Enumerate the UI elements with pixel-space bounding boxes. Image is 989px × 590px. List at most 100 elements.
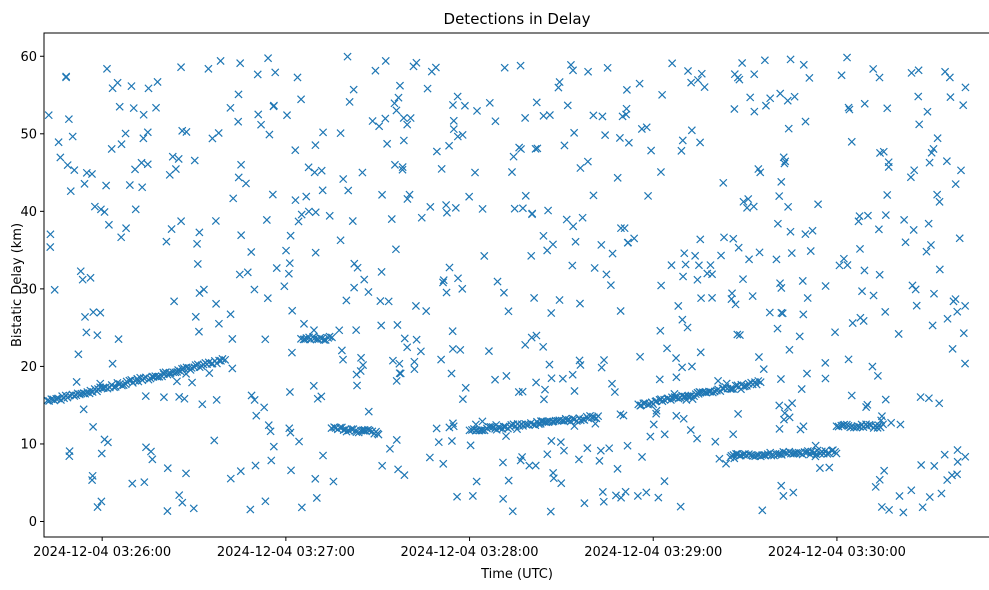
data-point bbox=[163, 464, 172, 473]
data-point bbox=[439, 276, 448, 285]
y-tick-label: 0 bbox=[29, 515, 37, 530]
data-point bbox=[795, 332, 804, 341]
data-point bbox=[925, 158, 934, 167]
data-point bbox=[72, 377, 81, 386]
data-point bbox=[422, 307, 431, 316]
data-point bbox=[802, 369, 812, 378]
data-point bbox=[131, 205, 140, 214]
data-point bbox=[282, 111, 292, 120]
data-point bbox=[468, 491, 477, 500]
data-point bbox=[536, 419, 545, 428]
data-point bbox=[847, 137, 856, 146]
data-point bbox=[693, 434, 702, 443]
data-point bbox=[107, 144, 116, 153]
data-point bbox=[924, 394, 933, 403]
data-point bbox=[432, 424, 441, 433]
data-point bbox=[953, 445, 962, 455]
data-point bbox=[758, 506, 767, 515]
data-point bbox=[432, 147, 441, 156]
data-point bbox=[472, 477, 481, 486]
data-point bbox=[639, 399, 648, 408]
data-point bbox=[583, 444, 592, 453]
data-point bbox=[381, 114, 390, 123]
data-point bbox=[447, 369, 456, 378]
data-point bbox=[127, 82, 136, 91]
data-point bbox=[775, 424, 784, 433]
data-point bbox=[288, 306, 297, 315]
data-point bbox=[525, 461, 534, 470]
data-point bbox=[229, 194, 238, 203]
data-point bbox=[775, 192, 784, 201]
data-point bbox=[706, 261, 715, 270]
data-point bbox=[642, 123, 651, 132]
data-point bbox=[681, 260, 690, 269]
data-point bbox=[657, 281, 666, 290]
data-point bbox=[623, 441, 632, 450]
data-point bbox=[696, 138, 705, 147]
data-point bbox=[499, 422, 508, 431]
data-point bbox=[708, 293, 717, 302]
data-point bbox=[929, 144, 938, 153]
data-point bbox=[775, 449, 784, 458]
data-point bbox=[64, 115, 73, 124]
data-point bbox=[180, 394, 189, 403]
data-point bbox=[89, 308, 98, 317]
data-point bbox=[509, 152, 518, 161]
data-point bbox=[96, 379, 105, 388]
data-point bbox=[703, 269, 712, 278]
data-point bbox=[647, 146, 656, 155]
data-point bbox=[291, 196, 300, 205]
data-point bbox=[806, 247, 815, 256]
data-point bbox=[953, 470, 962, 479]
data-point bbox=[845, 105, 854, 114]
data-point bbox=[318, 451, 328, 460]
data-point bbox=[575, 356, 584, 365]
data-point bbox=[266, 427, 275, 436]
data-point bbox=[687, 126, 696, 135]
data-point bbox=[87, 169, 97, 179]
data-point bbox=[672, 411, 681, 420]
data-point bbox=[297, 210, 306, 219]
data-point bbox=[539, 111, 548, 120]
data-point bbox=[285, 387, 294, 397]
data-point bbox=[70, 166, 79, 175]
data-point bbox=[630, 234, 639, 243]
data-point bbox=[143, 160, 152, 169]
data-point bbox=[139, 374, 148, 383]
data-point bbox=[122, 377, 131, 386]
data-point bbox=[783, 96, 792, 105]
data-point bbox=[434, 438, 443, 447]
data-point bbox=[568, 66, 578, 75]
data-point bbox=[811, 441, 820, 450]
x-tick-label: 2024-12-04 03:27:00 bbox=[217, 545, 355, 560]
data-point bbox=[68, 132, 77, 141]
data-point bbox=[387, 215, 396, 224]
data-point bbox=[44, 111, 53, 120]
data-point bbox=[159, 368, 168, 377]
data-point bbox=[683, 323, 692, 332]
data-point bbox=[658, 90, 667, 99]
data-point bbox=[879, 420, 888, 429]
x-tick-label: 2024-12-04 03:28:00 bbox=[401, 545, 539, 560]
y-tick-label: 50 bbox=[20, 127, 37, 142]
data-point bbox=[700, 83, 709, 92]
data-point bbox=[656, 326, 665, 335]
data-point bbox=[933, 134, 942, 143]
data-point bbox=[208, 134, 217, 143]
data-point bbox=[199, 285, 208, 294]
data-point bbox=[480, 251, 489, 260]
data-point bbox=[787, 249, 796, 258]
data-point bbox=[286, 231, 295, 240]
data-point bbox=[597, 240, 606, 249]
data-point bbox=[620, 224, 629, 233]
data-point bbox=[449, 116, 458, 125]
data-point bbox=[271, 68, 280, 77]
data-point bbox=[291, 146, 300, 155]
data-point bbox=[246, 505, 255, 514]
data-point bbox=[668, 59, 677, 68]
data-point bbox=[947, 471, 957, 480]
data-point bbox=[478, 426, 487, 435]
data-point bbox=[914, 66, 923, 75]
data-point bbox=[336, 129, 345, 138]
data-point bbox=[82, 328, 91, 337]
